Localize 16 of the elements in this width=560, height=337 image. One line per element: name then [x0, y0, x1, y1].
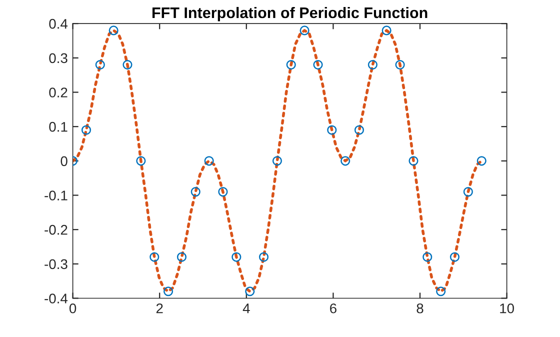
y-tick-label: 0.3 [49, 53, 68, 64]
x-tick-label: 0 [69, 303, 76, 314]
y-tick-label: -0.2 [44, 224, 68, 235]
x-tick-label: 6 [330, 303, 336, 314]
x-tick-label: 2 [156, 303, 163, 314]
chart-title: FFT Interpolation of Periodic Function [152, 6, 428, 22]
y-tick-label: 0.2 [49, 88, 68, 98]
x-tick-label: 8 [416, 303, 424, 314]
y-tick-label: 0.4 [49, 18, 68, 29]
x-tick-label: 4 [242, 304, 250, 314]
y-tick-label: 0.1 [49, 122, 68, 132]
x-tick-label: 10 [500, 303, 514, 314]
y-tick-label: -0.4 [44, 294, 68, 304]
y-tick-label: 0 [60, 156, 68, 166]
y-tick-label: -0.3 [44, 259, 68, 270]
y-tick-label: -0.1 [44, 190, 68, 200]
